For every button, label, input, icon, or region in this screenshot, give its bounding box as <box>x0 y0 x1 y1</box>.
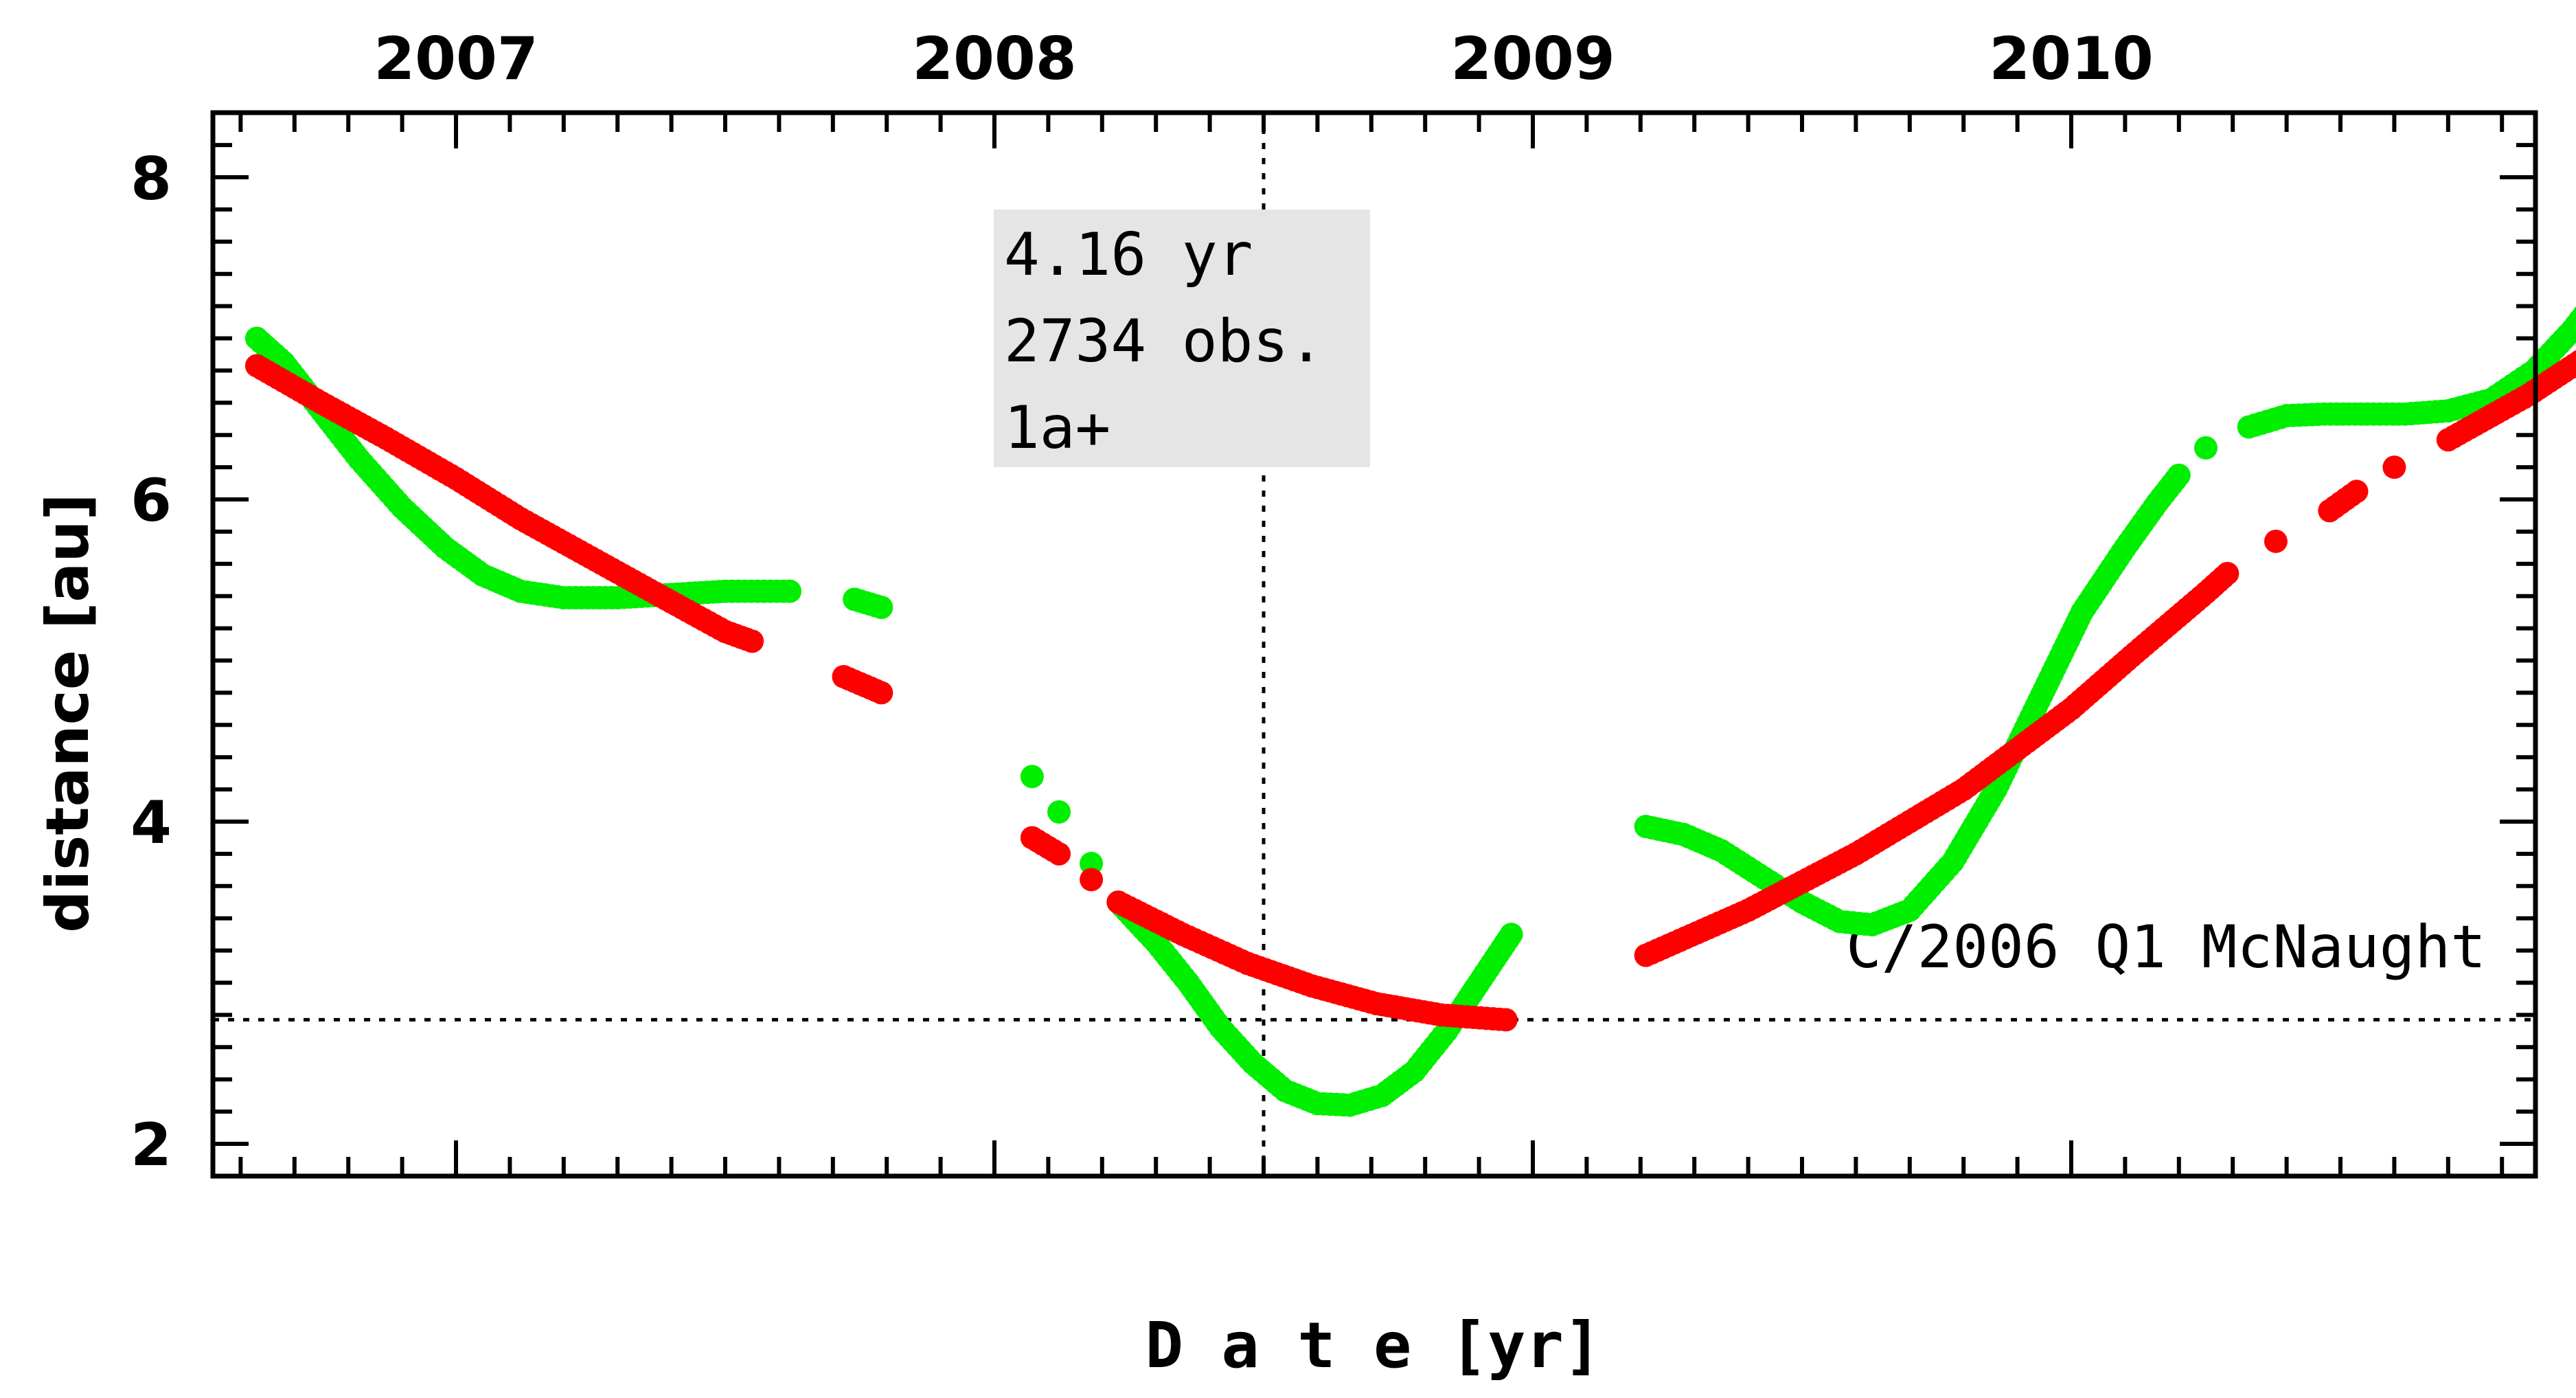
data-series <box>244 306 2576 1117</box>
data-point <box>2215 561 2239 585</box>
data-point <box>2345 480 2369 504</box>
object-label: C/2006 Q1 McNaught <box>1846 913 2486 982</box>
data-point <box>2573 350 2576 367</box>
data-point <box>1080 868 1104 892</box>
info-box-arc-length: 4.16 yr <box>1004 221 1253 289</box>
info-box-background <box>994 210 1370 467</box>
data-point <box>1020 765 1044 789</box>
y-tick-label-8: 8 <box>130 145 172 214</box>
axis-ticks <box>213 113 2535 1176</box>
data-point <box>1047 800 1071 824</box>
data-point <box>1499 923 1523 947</box>
x-axis-title: D a t e [yr] <box>1145 1309 1602 1382</box>
y-axis-title: distance [au] <box>34 493 102 933</box>
data-point <box>1494 1008 1518 1032</box>
top-year-labels: 2007 2008 2009 2010 <box>374 25 2153 93</box>
data-point <box>778 579 802 603</box>
data-point <box>2264 529 2288 553</box>
y-tick-label-6: 6 <box>130 466 172 535</box>
y-tick-labels: 2 4 6 8 <box>130 145 172 1180</box>
y-tick-label-4: 4 <box>130 789 172 857</box>
series-red <box>244 350 2576 1032</box>
data-point <box>1047 842 1071 866</box>
year-label-2009: 2009 <box>1450 25 1615 93</box>
data-point <box>740 629 764 653</box>
year-label-2007: 2007 <box>374 25 538 93</box>
reference-lines <box>213 113 2535 1176</box>
info-box-orbit-type: 1a+ <box>1004 394 1110 462</box>
series-green <box>244 306 2576 1117</box>
data-point <box>1080 851 1104 875</box>
data-point <box>2167 463 2191 487</box>
data-point <box>2382 455 2406 480</box>
year-label-2008: 2008 <box>912 25 1076 93</box>
data-point <box>2571 306 2576 325</box>
info-box-observations: 2734 obs. <box>1004 307 1324 376</box>
plot-frame <box>210 110 2538 1179</box>
data-point <box>869 681 893 705</box>
year-label-2010: 2010 <box>1989 25 2153 93</box>
data-point <box>2194 436 2218 460</box>
data-point <box>869 596 893 620</box>
info-box: 4.16 yr 2734 obs. 1a+ <box>994 210 1370 467</box>
y-tick-label-2: 2 <box>130 1111 172 1180</box>
